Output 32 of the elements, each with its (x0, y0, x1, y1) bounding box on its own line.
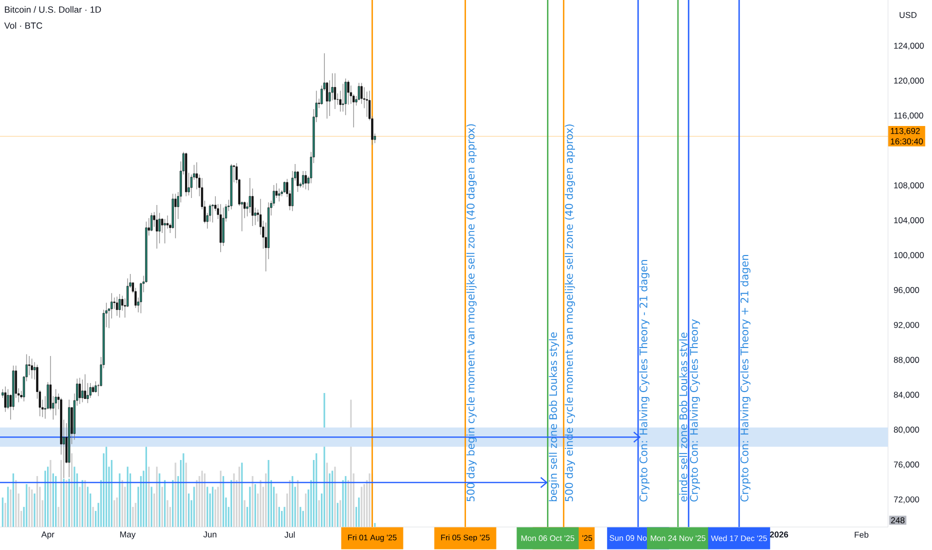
text: 16:30:40 (890, 138, 923, 144)
annotation: 500 day einde cycle moment van mogelijke sell zone (40 dagen approx) (564, 124, 575, 502)
text: Bitcoin / U.S. Dollar · 1D (4, 6, 101, 13)
x-tick-label: May (120, 532, 136, 540)
y-tick-label: 80,000 (894, 426, 920, 434)
annotation: Crypto Con: Halving Cycles Theory + 21 dagen (740, 255, 750, 502)
chart-title: Vol · BTC (4, 22, 42, 29)
y-tick-label: 72,000 (894, 496, 920, 504)
y-tick-label: 108,000 (894, 182, 924, 190)
y-axis-title: USD (900, 12, 917, 18)
y-tick-label: 100,000 (894, 252, 924, 260)
x-tick-label: Jun (203, 532, 216, 538)
annotation: begin sell zone Bob Loukas style (548, 332, 560, 502)
annotation: 500 day begin cycle moment van mogelijke sell zone (40 dagen approx) (466, 124, 477, 502)
y-tick-label: 124,000 (894, 42, 924, 50)
annotation: Crypto Con: Halving Cycles Theory (690, 319, 700, 502)
y-tick-label: 120,000 (894, 78, 924, 85)
y-tick-label: 92,000 (894, 322, 920, 329)
annotation: Crypto Con: Halving Cycles Theory - 21 dagen (639, 260, 650, 502)
ref-line-label: 113,692 (890, 128, 920, 135)
x-tick-label: Jul (284, 532, 295, 538)
annotation: einde sell zone Bob Loukas style (679, 332, 690, 502)
y-tick-label: 88,000 (894, 356, 920, 364)
y-tick-label: 84,000 (894, 392, 920, 399)
y-tick-label: 76,000 (894, 462, 920, 469)
x-tick-label: Feb (854, 532, 868, 538)
text: 248 (891, 517, 904, 524)
x-tick-label: 2026 (770, 532, 788, 538)
x-tick-label: Apr (41, 532, 54, 540)
y-tick-label: 104,000 (894, 217, 924, 224)
y-tick-label: 116,000 (894, 112, 924, 120)
y-tick-label: 96,000 (894, 287, 920, 294)
